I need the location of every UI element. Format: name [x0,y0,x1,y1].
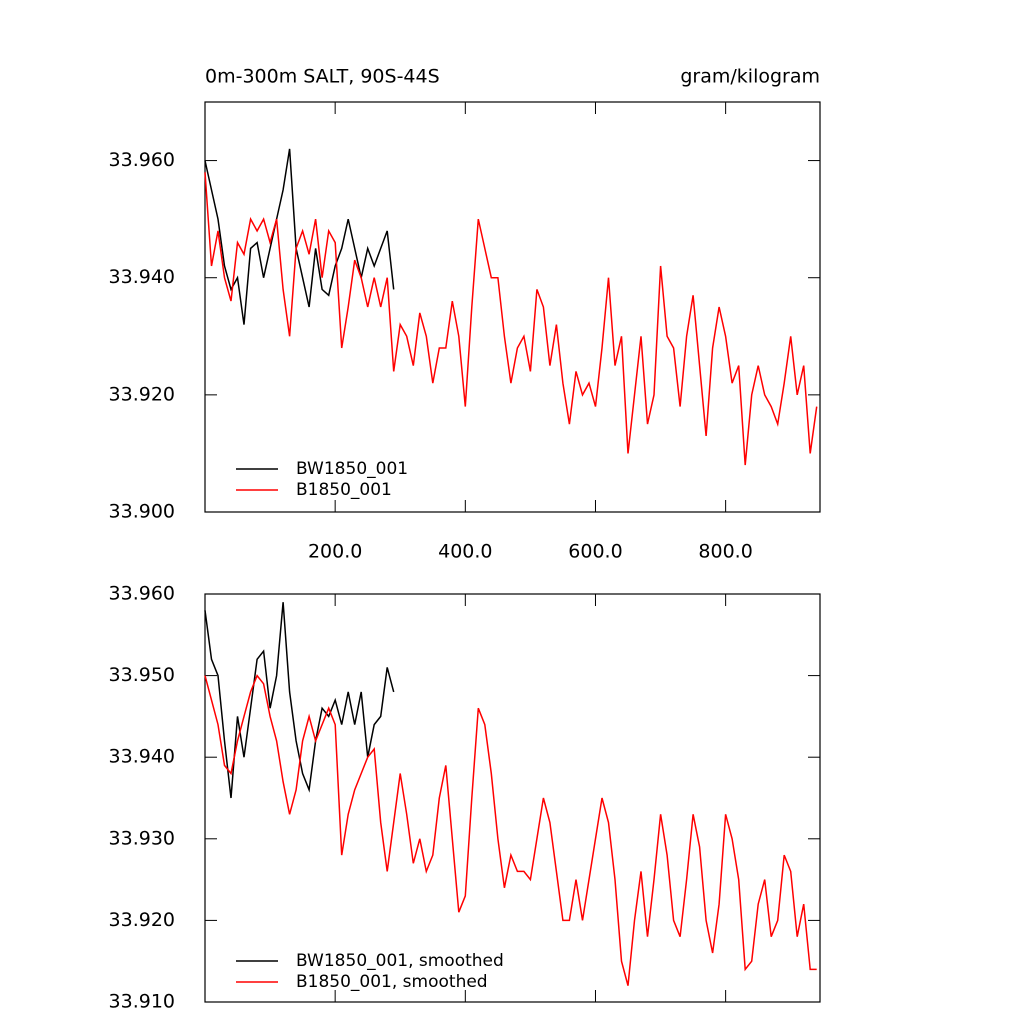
legend-label: BW1850_001, smoothed [296,951,504,971]
plot-frame [204,593,821,1003]
y-tick-label: 33.940 [109,266,175,288]
legend-label: B1850_001 [296,480,392,500]
data-line [204,148,395,325]
y-tick-label: 33.900 [109,501,175,523]
x-tick-label: 600.0 [568,541,622,563]
data-line [204,674,817,986]
data-line [204,602,395,799]
y-tick-label: 33.920 [109,909,175,931]
data-line [204,172,818,466]
y-tick-label: 33.960 [109,583,175,605]
y-tick-label: 33.910 [109,991,175,1013]
chart-title: 0m-300m SALT, 90S-44S [205,66,440,88]
y-tick-label: 33.920 [109,383,175,405]
y-tick-label: 33.940 [109,746,175,768]
x-tick-label: 800.0 [698,541,752,563]
legend-label: B1850_001, smoothed [296,972,488,992]
y-tick-label: 33.960 [109,149,175,171]
y-tick-label: 33.950 [109,664,175,686]
units-label: gram/kilogram [680,66,820,88]
legend-label: BW1850_001 [296,459,408,479]
y-tick-label: 33.930 [109,827,175,849]
x-tick-label: 200.0 [308,541,362,563]
x-tick-label: 400.0 [438,541,492,563]
plot-frame [204,101,821,513]
